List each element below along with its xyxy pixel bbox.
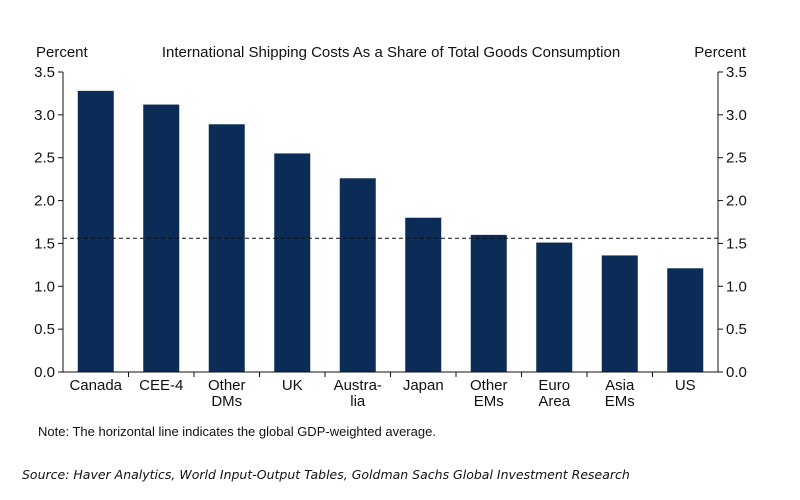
y-tick-label-right: 3.0 (726, 107, 747, 124)
bar (339, 178, 376, 372)
y-tick-label-right: 2.0 (726, 193, 747, 210)
bar (274, 153, 311, 372)
y-tick-label-left: 2.0 (34, 193, 55, 210)
x-tick-label: Euro (538, 377, 570, 394)
bar (536, 242, 573, 372)
bar (405, 217, 442, 372)
y-tick-label-right: 3.5 (726, 64, 747, 81)
x-tick-label: Area (538, 393, 570, 410)
x-tick-label: Other (470, 377, 508, 394)
bar (667, 268, 704, 372)
y-tick-label-left: 2.5 (34, 150, 55, 167)
x-tick-label: Japan (403, 377, 444, 394)
y-tick-label-right: 1.0 (726, 278, 747, 295)
bar-chart: International Shipping Costs As a Share … (34, 44, 747, 410)
y-tick-label-left: 3.0 (34, 107, 55, 124)
bar (208, 124, 245, 373)
y-tick-label-left: 0.5 (34, 321, 55, 338)
y-axis-unit-right: Percent (694, 44, 747, 61)
y-tick-label-left: 0.0 (34, 364, 55, 381)
x-tick-label: EMs (605, 393, 635, 410)
y-axis-unit-left: Percent (36, 44, 89, 61)
y-tick-label-left: 1.5 (34, 235, 55, 252)
x-tick-label: UK (282, 377, 303, 394)
y-tick-label-right: 1.5 (726, 235, 747, 252)
x-tick-label: EMs (474, 393, 504, 410)
x-tick-label: Asia (605, 377, 635, 394)
bar (601, 255, 638, 372)
x-tick-label: Canada (69, 377, 122, 394)
y-tick-label-right: 0.5 (726, 321, 747, 338)
x-tick-label: Other (208, 377, 246, 394)
bar (470, 234, 507, 372)
y-tick-label-left: 3.5 (34, 64, 55, 81)
chart-title: International Shipping Costs As a Share … (162, 44, 620, 61)
bar (77, 90, 114, 372)
x-tick-label: lia (350, 393, 366, 410)
y-tick-label-right: 2.5 (726, 150, 747, 167)
y-tick-label-right: 0.0 (726, 364, 747, 381)
x-tick-label: DMs (211, 393, 242, 410)
source-caption: Source: Haver Analytics, World Input-Out… (22, 467, 630, 482)
chart-note: Note: The horizontal line indicates the … (38, 424, 436, 439)
x-tick-label: US (675, 377, 696, 394)
y-tick-label-left: 1.0 (34, 278, 55, 295)
x-tick-label: CEE-4 (139, 377, 183, 394)
x-tick-label: Austra- (334, 377, 382, 394)
